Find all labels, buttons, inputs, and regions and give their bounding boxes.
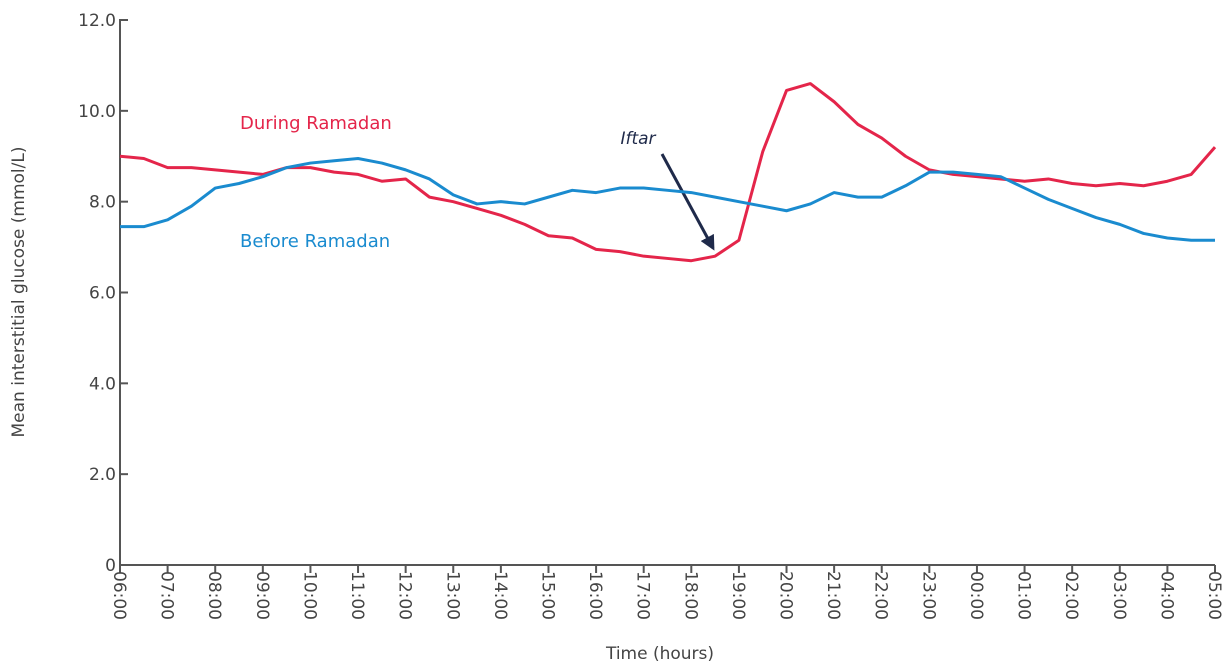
x-tick-label: 17:00 bbox=[633, 571, 653, 620]
series-label: Before Ramadan bbox=[240, 231, 390, 252]
x-tick-label: 05:00 bbox=[1204, 571, 1224, 620]
x-tick-label: 16:00 bbox=[585, 571, 605, 620]
y-tick-label: 0 bbox=[105, 556, 116, 576]
x-tick-label: 21:00 bbox=[823, 571, 843, 620]
x-tick-label: 04:00 bbox=[1156, 571, 1176, 620]
annotation-arrow bbox=[660, 153, 715, 251]
x-tick-label: 03:00 bbox=[1109, 571, 1129, 620]
y-tick-label: 6.0 bbox=[89, 284, 116, 304]
series-line bbox=[119, 82, 1217, 263]
x-tick-label: 19:00 bbox=[728, 571, 748, 620]
x-tick-label: 02:00 bbox=[1061, 571, 1081, 620]
x-tick-label: 23:00 bbox=[918, 571, 938, 620]
y-tick-label: 4.0 bbox=[89, 374, 116, 394]
y-tick-label: 10.0 bbox=[78, 102, 116, 122]
x-tick-label: 14:00 bbox=[490, 571, 510, 620]
y-axis-title: Mean interstitial glucose (mmol/L) bbox=[9, 147, 29, 438]
x-axis-title: Time (hours) bbox=[605, 644, 714, 664]
x-tick-label: 10:00 bbox=[299, 571, 319, 620]
x-tick-label: 20:00 bbox=[776, 571, 796, 620]
y-tick-label: 12.0 bbox=[78, 11, 116, 31]
x-tick-label: 18:00 bbox=[680, 571, 700, 620]
x-tick-label: 12:00 bbox=[395, 571, 415, 620]
x-tick-label: 01:00 bbox=[1014, 571, 1034, 620]
series-line bbox=[120, 157, 1215, 242]
x-tick-label: 00:00 bbox=[966, 571, 986, 620]
series-label: During Ramadan bbox=[240, 113, 392, 134]
x-tick-label: 07:00 bbox=[157, 571, 177, 620]
x-tick-label: 08:00 bbox=[204, 571, 224, 620]
x-tick-label: 11:00 bbox=[347, 571, 367, 620]
x-tick-label: 06:00 bbox=[109, 571, 129, 620]
y-tick-label: 2.0 bbox=[89, 465, 116, 485]
x-tick-label: 22:00 bbox=[871, 571, 891, 620]
y-tick-label: 8.0 bbox=[89, 193, 116, 213]
x-tick-label: 13:00 bbox=[442, 571, 462, 620]
x-tick-label: 09:00 bbox=[252, 571, 272, 620]
annotation: Iftar bbox=[620, 129, 656, 149]
x-tick-label: 15:00 bbox=[537, 571, 557, 620]
